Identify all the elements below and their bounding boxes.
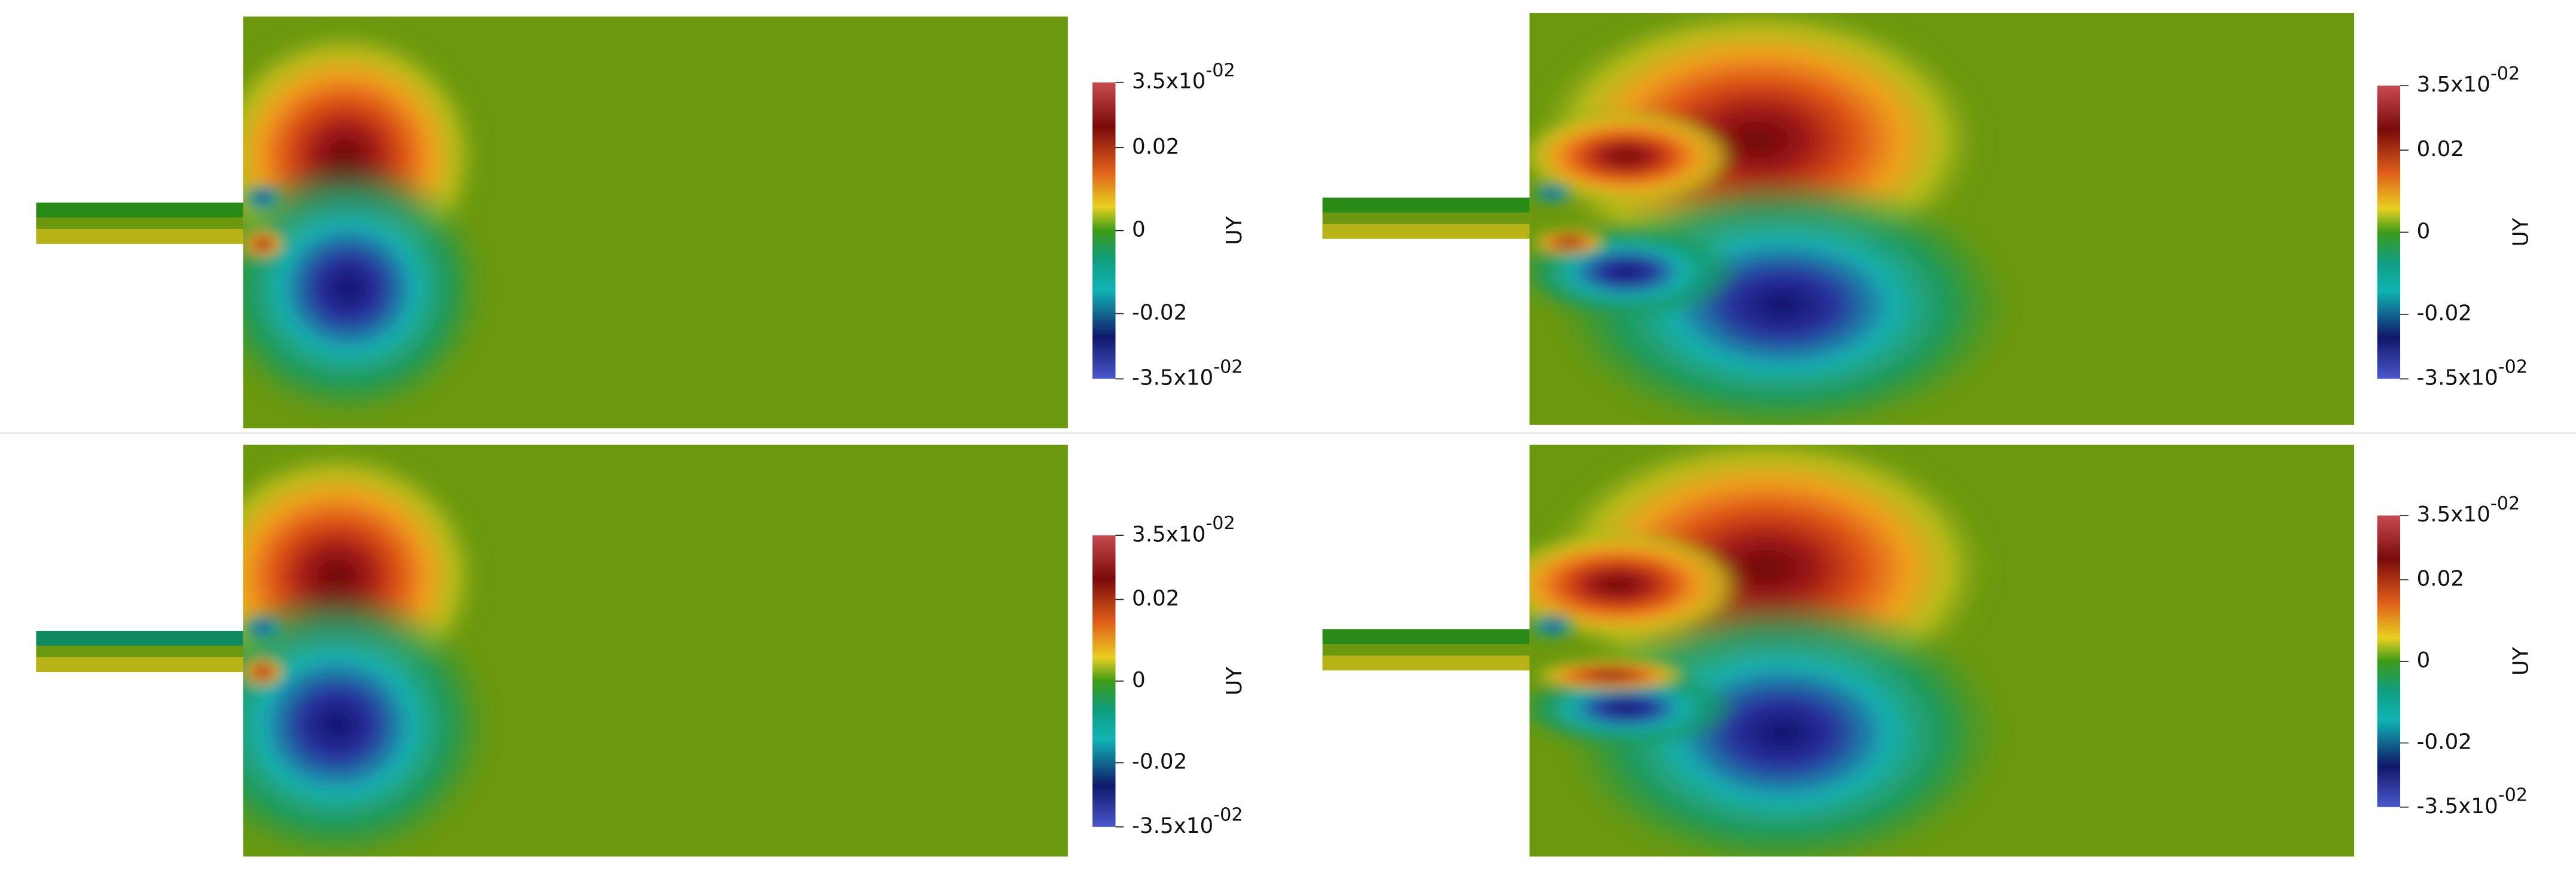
tick-base: -3.5x10 xyxy=(1132,814,1213,838)
field-lobe xyxy=(243,182,286,213)
field xyxy=(1529,444,2004,857)
colorbar-tick-label: 0.02 xyxy=(1132,135,1180,159)
tick-base: 0.02 xyxy=(1132,135,1180,159)
tick-base: 0.02 xyxy=(2416,566,2464,591)
field-lobe xyxy=(1561,593,2004,857)
inlet-bottom xyxy=(36,657,243,672)
colorbar-tick-label: -3.5x10-02 xyxy=(1132,356,1243,390)
inlet-top xyxy=(36,202,243,218)
colorbar-tick-label: 3.5x10-02 xyxy=(2416,63,2520,97)
field-lobe xyxy=(1529,107,1742,206)
field-lobe xyxy=(243,156,488,420)
tick-base: -3.5x10 xyxy=(2416,794,2498,819)
colorbar-tick-label: 0.02 xyxy=(2416,137,2464,161)
field-blobs xyxy=(243,444,493,857)
colorbar-tick-label: 0 xyxy=(2416,648,2430,673)
colorbar-tick-label: -0.02 xyxy=(2416,301,2471,326)
colorbar-tick-label: 0.02 xyxy=(2416,566,2464,591)
tick-base: 0 xyxy=(2416,219,2430,243)
colorbar-tick-label: -3.5x10-02 xyxy=(1132,804,1243,838)
colorbar xyxy=(1092,82,1116,379)
colorbar-tick-label: -0.02 xyxy=(1132,300,1187,325)
colorbar-title: UY xyxy=(2508,218,2533,246)
tick-base: 0 xyxy=(1132,218,1146,242)
field-lobe xyxy=(1529,658,1692,692)
field-blobs xyxy=(1529,13,2013,425)
colorbar-title: UY xyxy=(1222,216,1247,245)
field-lobe xyxy=(243,612,286,643)
tick-exponent: -02 xyxy=(1213,804,1243,825)
tick-base: 3.5x10 xyxy=(2416,72,2490,97)
colorbar-tick-label: -3.5x10-02 xyxy=(2416,356,2528,390)
colorbar-title: UY xyxy=(2508,647,2533,676)
tick-exponent: -02 xyxy=(1205,60,1235,81)
field xyxy=(1529,13,2013,425)
field-lobe xyxy=(243,584,493,857)
tick-base: -3.5x10 xyxy=(2416,366,2498,390)
tick-base: -0.02 xyxy=(2416,301,2471,326)
colorbar-tick-label: 0 xyxy=(1132,668,1146,692)
field-lobe xyxy=(1529,181,1576,204)
field xyxy=(243,444,493,857)
tick-exponent: -02 xyxy=(2498,356,2528,377)
tick-exponent: -02 xyxy=(2490,493,2520,514)
field xyxy=(243,25,488,420)
tick-base: 0 xyxy=(1132,668,1146,692)
tick-exponent: -02 xyxy=(2490,63,2520,84)
colorbar-title: UY xyxy=(1222,667,1247,695)
colorbar-tick-label: 0 xyxy=(2416,219,2430,243)
colorbar-tick-label: 3.5x10-02 xyxy=(2416,493,2520,527)
tick-base: 0 xyxy=(2416,648,2430,673)
inlet-bottom xyxy=(1322,224,1530,239)
field-lobe xyxy=(1529,228,1609,255)
field-lobe xyxy=(1529,527,1750,643)
colorbar xyxy=(2377,515,2401,807)
tick-base: 3.5x10 xyxy=(1132,69,1205,94)
tick-base: -0.02 xyxy=(1132,750,1187,774)
colorbar xyxy=(1092,535,1116,827)
tick-exponent: -02 xyxy=(2498,785,2528,805)
colorbar-tick-label: 3.5x10-02 xyxy=(1132,60,1235,94)
field-lobe xyxy=(243,657,286,687)
field-blobs xyxy=(243,25,488,420)
inlet-bottom xyxy=(1322,655,1530,671)
colorbar xyxy=(2377,86,2401,379)
inlet-bottom xyxy=(36,228,243,244)
tick-base: 3.5x10 xyxy=(1132,522,1205,547)
colorbar-tick-label: 0 xyxy=(1132,218,1146,242)
tick-base: -0.02 xyxy=(2416,730,2471,755)
colorbar-tick-label: -3.5x10-02 xyxy=(2416,785,2528,819)
inlet-top xyxy=(1322,629,1530,645)
tick-base: -3.5x10 xyxy=(1132,366,1213,390)
colorbar-tick-label: 3.5x10-02 xyxy=(1132,512,1235,547)
colorbar-tick-label: -0.02 xyxy=(1132,750,1187,774)
tick-base: 3.5x10 xyxy=(2416,502,2490,527)
tick-base: 0.02 xyxy=(1132,587,1180,611)
field-lobe xyxy=(1529,612,1579,639)
tick-exponent: -02 xyxy=(1213,356,1243,377)
colorbar-tick-label: 0.02 xyxy=(1132,587,1180,611)
tick-exponent: -02 xyxy=(1205,512,1235,533)
inlet-top xyxy=(1322,197,1530,213)
tick-base: 0.02 xyxy=(2416,137,2464,161)
colorbar-tick-label: -0.02 xyxy=(2416,730,2471,755)
tick-base: -0.02 xyxy=(1132,300,1187,325)
field-lobe xyxy=(243,228,286,259)
field-blobs xyxy=(1529,444,2004,857)
inlet-top xyxy=(36,631,243,646)
